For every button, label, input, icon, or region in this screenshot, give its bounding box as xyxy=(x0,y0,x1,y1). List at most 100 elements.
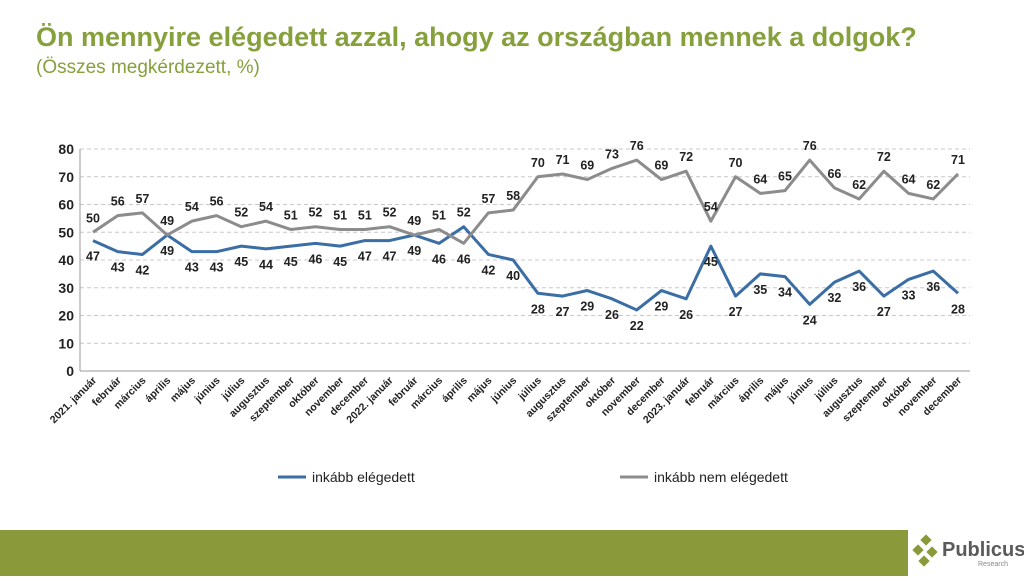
data-label: 69 xyxy=(580,159,594,173)
data-label: 62 xyxy=(926,178,940,192)
data-label: 65 xyxy=(778,170,792,184)
data-label: 46 xyxy=(432,252,446,266)
data-label: 47 xyxy=(358,250,372,264)
data-label: 72 xyxy=(877,150,891,164)
y-tick-label: 80 xyxy=(58,141,74,157)
data-label: 27 xyxy=(877,305,891,319)
data-label: 70 xyxy=(531,156,545,170)
data-label: 44 xyxy=(259,258,273,272)
data-label: 49 xyxy=(160,244,174,258)
data-label: 62 xyxy=(852,178,866,192)
legend-label: inkább elégedett xyxy=(312,469,415,485)
data-label: 34 xyxy=(778,286,792,300)
data-label: 64 xyxy=(902,172,916,186)
x-tick-label: április xyxy=(736,375,766,405)
data-label: 49 xyxy=(407,214,421,228)
data-label: 35 xyxy=(753,283,767,297)
series-line xyxy=(92,158,960,245)
data-label: 57 xyxy=(481,192,495,206)
data-label: 22 xyxy=(630,319,644,333)
legend-label: inkább nem elégedett xyxy=(654,469,788,485)
data-label: 52 xyxy=(383,206,397,220)
data-label: 52 xyxy=(234,206,248,220)
data-label: 51 xyxy=(432,208,446,222)
data-label: 45 xyxy=(704,255,718,269)
data-label: 73 xyxy=(605,147,619,161)
data-label: 43 xyxy=(210,261,224,275)
data-label: 50 xyxy=(86,211,100,225)
data-label: 66 xyxy=(827,167,841,181)
data-label: 49 xyxy=(407,244,421,258)
logo-sub: Research xyxy=(978,561,1008,568)
data-label: 57 xyxy=(135,192,149,206)
data-label: 26 xyxy=(679,308,693,322)
data-label: 58 xyxy=(506,189,520,203)
data-label: 54 xyxy=(185,200,199,214)
data-label: 71 xyxy=(556,153,570,167)
y-tick-label: 20 xyxy=(58,308,74,324)
data-label: 70 xyxy=(729,156,743,170)
data-label: 36 xyxy=(852,280,866,294)
data-label: 27 xyxy=(729,305,743,319)
data-label: 51 xyxy=(284,208,298,222)
chart-title: Ön mennyire elégedett azzal, ahogy az or… xyxy=(36,22,917,52)
data-label: 45 xyxy=(284,255,298,269)
data-label: 51 xyxy=(358,208,372,222)
data-label: 76 xyxy=(803,139,817,153)
data-label: 36 xyxy=(926,280,940,294)
data-label: 76 xyxy=(630,139,644,153)
data-label: 24 xyxy=(803,313,817,327)
y-tick-label: 30 xyxy=(58,280,74,296)
data-label: 47 xyxy=(383,250,397,264)
x-tick-label: június xyxy=(488,375,519,406)
series-line xyxy=(92,225,960,312)
y-tick-label: 40 xyxy=(58,252,74,268)
data-label: 51 xyxy=(333,208,347,222)
data-label: 54 xyxy=(704,200,718,214)
data-label: 26 xyxy=(605,308,619,322)
data-label: 43 xyxy=(111,261,125,275)
data-label: 46 xyxy=(308,252,322,266)
data-label: 56 xyxy=(111,195,125,209)
data-label: 56 xyxy=(210,195,224,209)
data-label: 33 xyxy=(902,288,916,302)
data-label: 42 xyxy=(481,263,495,277)
data-label: 40 xyxy=(506,269,520,283)
data-label: 32 xyxy=(827,291,841,305)
y-tick-label: 0 xyxy=(66,363,74,379)
data-label: 45 xyxy=(333,255,347,269)
footer-band xyxy=(0,530,1024,576)
x-tick-label: június xyxy=(785,375,816,406)
x-tick-label: május xyxy=(465,375,495,405)
data-label: 71 xyxy=(951,153,965,167)
x-tick-label: június xyxy=(192,375,223,406)
data-label: 52 xyxy=(457,206,471,220)
data-label: 54 xyxy=(259,200,273,214)
x-tick-label: május xyxy=(761,375,791,405)
y-tick-label: 60 xyxy=(58,197,74,213)
data-label: 28 xyxy=(951,302,965,316)
data-label: 28 xyxy=(531,302,545,316)
data-label: 43 xyxy=(185,261,199,275)
data-label: 45 xyxy=(234,255,248,269)
x-tick-label: május xyxy=(168,375,198,405)
y-tick-label: 50 xyxy=(58,224,74,240)
data-label: 29 xyxy=(654,300,668,314)
data-label: 64 xyxy=(753,172,767,186)
chart-subtitle: (Összes megkérdezett, %) xyxy=(36,57,260,78)
data-label: 42 xyxy=(135,263,149,277)
data-label: 27 xyxy=(556,305,570,319)
data-label: 29 xyxy=(580,300,594,314)
x-tick-label: április xyxy=(143,375,173,405)
data-label: 52 xyxy=(308,206,322,220)
y-tick-label: 10 xyxy=(58,335,74,351)
data-label: 47 xyxy=(86,250,100,264)
publicus-logo: Publicus Research xyxy=(908,530,1024,576)
data-label: 46 xyxy=(457,252,471,266)
logo-diamonds-icon xyxy=(912,534,938,567)
x-tick-label: április xyxy=(439,375,469,405)
logo-name: Publicus xyxy=(942,539,1024,561)
data-label: 72 xyxy=(679,150,693,164)
y-tick-label: 70 xyxy=(58,169,74,185)
